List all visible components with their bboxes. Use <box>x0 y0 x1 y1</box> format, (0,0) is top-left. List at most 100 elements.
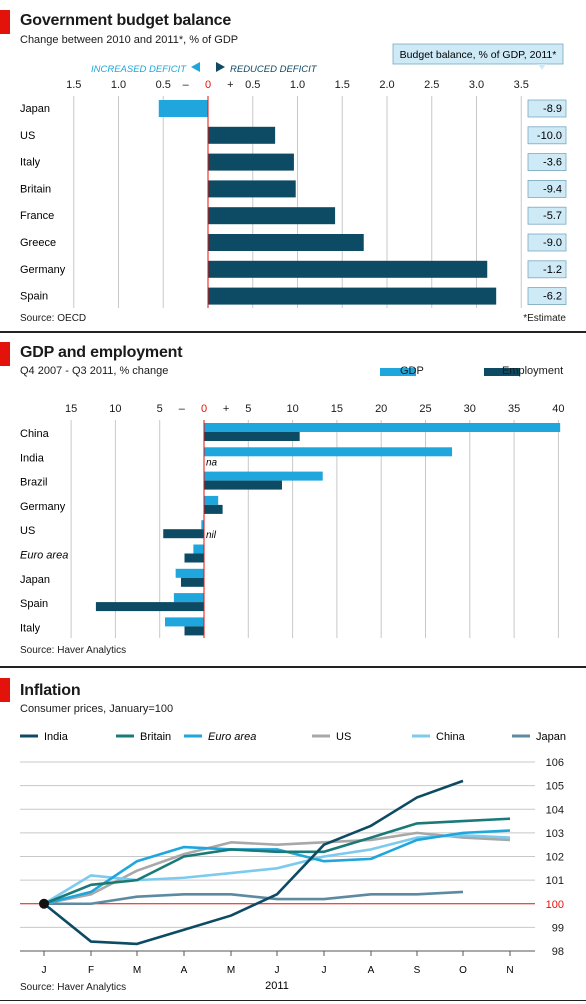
x-tick-label: A <box>181 965 188 976</box>
x-tick-label: 20 <box>375 403 387 415</box>
side-value-box <box>527 206 567 225</box>
x-tick-label: 1.5 <box>335 79 350 91</box>
x-tick-label: 5 <box>245 403 251 415</box>
x-tick-label: F <box>88 965 94 976</box>
chart-title: Inflation <box>20 682 81 699</box>
annotation-increased-deficit: INCREASED DEFICIT <box>91 64 187 75</box>
x-tick-label: J <box>42 965 47 976</box>
x-tick-label: 0.5 <box>245 79 260 91</box>
category-label: Italy <box>20 157 41 169</box>
x-tick-label: M <box>133 965 141 976</box>
legend-swatch-gdp <box>380 368 416 376</box>
chart-footnote: *Estimate <box>523 313 566 324</box>
side-value-box <box>527 99 567 118</box>
side-value-box <box>527 287 567 306</box>
x-tick-label: 3.0 <box>469 79 484 91</box>
bar-employment <box>204 432 300 441</box>
x-tick-label: – <box>183 79 190 91</box>
x-tick-label: – <box>179 403 186 415</box>
x-tick-label: + <box>227 79 233 91</box>
x-tick-label: 2.0 <box>379 79 394 91</box>
legend-label-employment: Employment <box>502 365 564 377</box>
legend-swatch-employment <box>484 368 520 376</box>
x-axis-label: 2011 <box>265 980 289 992</box>
y-tick-label: 106 <box>546 757 564 769</box>
bar-employment <box>204 504 223 514</box>
category-label: Japan <box>20 103 50 115</box>
y-tick-label: 98 <box>552 946 564 958</box>
x-tick-label: 1.5 <box>66 79 81 91</box>
category-label: Japan <box>20 574 50 586</box>
category-label: Spain <box>20 291 48 303</box>
side-header-pointer <box>538 64 546 70</box>
side-value: -6.2 <box>543 291 562 303</box>
series-line-euro-area <box>43 829 511 906</box>
category-label: Germany <box>20 501 66 513</box>
category-label: Britain <box>20 183 51 195</box>
start-point <box>39 898 49 909</box>
x-tick-label: 1.0 <box>290 79 305 91</box>
chart-subtitle: Change between 2010 and 2011*, % of GDP <box>20 34 239 46</box>
x-tick-label: 30 <box>464 403 476 415</box>
bar-gdp <box>165 617 204 627</box>
legend-label: China <box>436 731 466 743</box>
side-header-box <box>392 43 564 65</box>
x-tick-label: A <box>368 965 375 976</box>
x-tick-label: M <box>227 965 235 976</box>
bar-employment <box>184 626 204 636</box>
side-value: -1.2 <box>543 264 562 276</box>
x-tick-label: 5 <box>157 403 163 415</box>
red-tab <box>0 10 10 34</box>
series-line-britain <box>43 817 511 905</box>
x-tick-label: 15 <box>65 403 77 415</box>
x-tick-label: J <box>322 965 327 976</box>
arrow-right-icon <box>216 62 225 72</box>
category-label: France <box>20 210 54 222</box>
y-tick-label: 103 <box>546 828 564 840</box>
x-tick-label: N <box>506 965 513 976</box>
divider <box>0 331 586 333</box>
y-tick-label: 100 <box>546 899 564 911</box>
x-tick-label: J <box>275 965 280 976</box>
bar-employment <box>95 602 204 612</box>
category-label: China <box>20 428 50 440</box>
side-value-box <box>527 153 567 172</box>
red-tab <box>0 678 10 702</box>
gdp-employment-chart: 15 10 5 – 0 +5 10 15 20 25 30 35 40 China India na Brazi… <box>20 403 565 638</box>
side-value: -9.0 <box>543 237 562 249</box>
x-tick-label: 1.0 <box>111 79 126 91</box>
arrow-left-icon <box>191 62 200 72</box>
bar-employment <box>180 577 204 587</box>
bar-gdp <box>173 593 204 603</box>
category-label: Italy <box>20 622 41 634</box>
x-tick-label: 2.5 <box>424 79 439 91</box>
y-tick-label: 105 <box>546 781 564 793</box>
legend-label: India <box>44 731 69 743</box>
chart-source: Source: OECD <box>20 313 87 324</box>
y-tick-label: 102 <box>546 852 564 864</box>
bar-gdp <box>204 447 453 457</box>
x-tick-label: 3.5 <box>514 79 529 91</box>
legend-label-gdp: GDP <box>400 365 424 377</box>
x-tick-label: O <box>459 965 467 976</box>
legend-label: Japan <box>536 731 566 743</box>
bar-employment <box>184 553 204 563</box>
legend-label: Euro area <box>208 731 256 743</box>
category-label: US <box>20 130 35 142</box>
bar-employment <box>163 529 204 539</box>
category-label: India <box>20 452 45 464</box>
legend-label: US <box>336 731 351 743</box>
x-tick-label: S <box>414 965 421 976</box>
bar <box>208 207 336 225</box>
annotation-reduced-deficit: REDUCED DEFICIT <box>230 64 318 75</box>
divider <box>0 666 586 668</box>
x-tick-label: 40 <box>552 403 564 415</box>
x-tick-label: 0 <box>205 79 211 91</box>
bar-employment <box>204 480 282 490</box>
x-tick-label: 0.5 <box>156 79 171 91</box>
side-value: -9.4 <box>543 183 562 195</box>
side-value: -8.9 <box>543 103 562 115</box>
y-tick-label: 101 <box>546 875 564 887</box>
bar <box>208 126 276 144</box>
bar <box>208 153 294 171</box>
